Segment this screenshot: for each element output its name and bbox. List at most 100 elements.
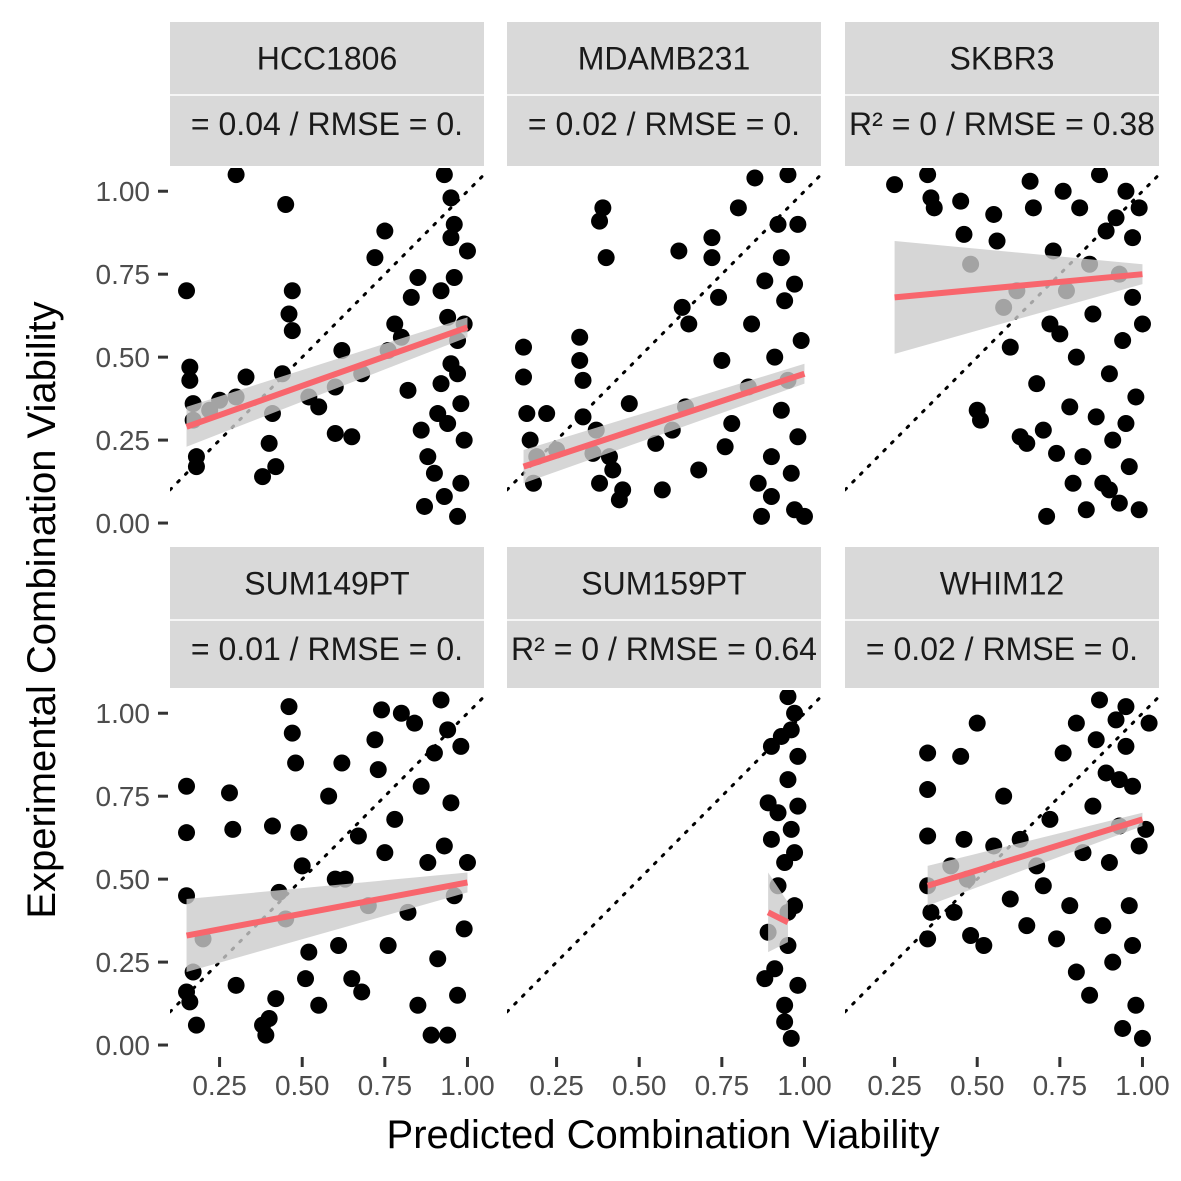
x-tick-label: 0.25 — [529, 1070, 584, 1101]
data-point — [782, 1029, 800, 1047]
data-point — [283, 282, 301, 300]
data-point — [1124, 937, 1142, 954]
data-point — [1084, 797, 1102, 815]
x-tick-label: 0.50 — [275, 1070, 330, 1101]
data-point — [432, 691, 450, 709]
data-point — [349, 827, 367, 845]
data-point — [1087, 408, 1105, 426]
data-point — [267, 458, 285, 476]
identity-reference-line — [845, 172, 1159, 492]
data-point — [1133, 315, 1151, 333]
data-point — [968, 714, 986, 732]
data-point — [653, 481, 671, 499]
data-point — [445, 215, 463, 233]
data-point — [925, 199, 943, 217]
data-point — [1100, 365, 1118, 383]
data-point — [766, 348, 784, 366]
facet-panel: SUM149PT = 0.01 / RMSE = 0. — [170, 547, 484, 1044]
data-point — [386, 810, 404, 828]
data-point — [779, 690, 797, 706]
data-point — [786, 275, 804, 293]
facet-stat-label: = 0.01 / RMSE = 0. — [191, 631, 463, 667]
data-point — [320, 787, 338, 805]
data-point — [776, 1013, 794, 1031]
data-point — [614, 481, 632, 499]
data-point — [779, 168, 797, 184]
data-point — [772, 249, 790, 267]
data-point — [412, 777, 430, 795]
data-point — [227, 168, 245, 184]
data-point — [1038, 507, 1056, 525]
data-point — [402, 288, 420, 306]
data-point — [762, 830, 780, 848]
regression-line — [926, 816, 1144, 889]
data-point — [1084, 305, 1102, 323]
data-point — [181, 371, 199, 389]
data-point — [1067, 348, 1085, 366]
data-point — [1117, 415, 1135, 432]
data-point — [766, 960, 784, 978]
data-point — [290, 824, 308, 842]
data-point — [419, 448, 437, 466]
data-point — [591, 212, 609, 230]
data-point — [263, 817, 281, 835]
y-tick-label: 0.00 — [96, 1030, 151, 1061]
data-point — [574, 371, 592, 389]
y-axis: 0.00 0.25 0.50 0.75 1.00 0.00 0.25 0.50 0.75 1.00 — [96, 176, 168, 1061]
data-point — [703, 229, 721, 247]
data-point — [442, 794, 460, 812]
data-point — [419, 854, 437, 872]
data-point — [1021, 172, 1039, 190]
data-point — [515, 368, 533, 386]
x-tick-label: 1.00 — [1115, 1070, 1170, 1101]
data-point — [409, 996, 427, 1014]
data-point — [455, 431, 473, 449]
data-point — [919, 168, 937, 184]
x-axis-title: Predicted Combination Viability — [387, 1113, 940, 1157]
y-tick-label: 0.50 — [96, 342, 151, 373]
data-point — [406, 714, 424, 732]
data-point — [1061, 398, 1079, 416]
data-point — [260, 434, 278, 452]
data-point — [220, 784, 238, 802]
data-point — [439, 415, 457, 432]
data-point — [277, 196, 295, 213]
data-point — [1048, 930, 1066, 948]
data-point — [988, 232, 1006, 250]
data-point — [680, 315, 698, 333]
data-point — [1018, 917, 1036, 935]
data-point — [267, 990, 285, 1008]
data-point — [1127, 388, 1145, 406]
data-point — [293, 857, 311, 875]
data-point — [1001, 338, 1019, 356]
data-point — [673, 298, 691, 316]
y-tick-label: 0.75 — [96, 259, 151, 290]
data-point — [445, 269, 463, 286]
plot-area — [170, 168, 484, 525]
x-tick-label: 0.75 — [358, 1070, 413, 1101]
data-point — [919, 781, 937, 799]
data-point — [729, 199, 747, 217]
data-point — [782, 464, 800, 482]
data-point — [1140, 714, 1158, 732]
data-point — [574, 408, 592, 426]
data-point — [1130, 199, 1148, 217]
data-point — [1124, 229, 1142, 247]
data-point — [713, 351, 731, 369]
data-point — [919, 744, 937, 762]
data-point — [1124, 288, 1142, 306]
data-point — [647, 434, 665, 452]
data-point — [449, 986, 467, 1004]
data-point — [919, 930, 937, 948]
data-point — [985, 205, 1003, 223]
y-tick-label: 0.25 — [96, 425, 151, 456]
data-point — [1071, 199, 1089, 217]
data-point — [432, 375, 450, 393]
data-point — [1074, 448, 1092, 466]
data-point — [181, 993, 199, 1011]
data-point — [756, 272, 774, 290]
data-point — [1120, 458, 1138, 476]
data-point — [945, 903, 963, 921]
x-tick-label: 0.75 — [695, 1070, 750, 1101]
data-point — [458, 242, 476, 260]
